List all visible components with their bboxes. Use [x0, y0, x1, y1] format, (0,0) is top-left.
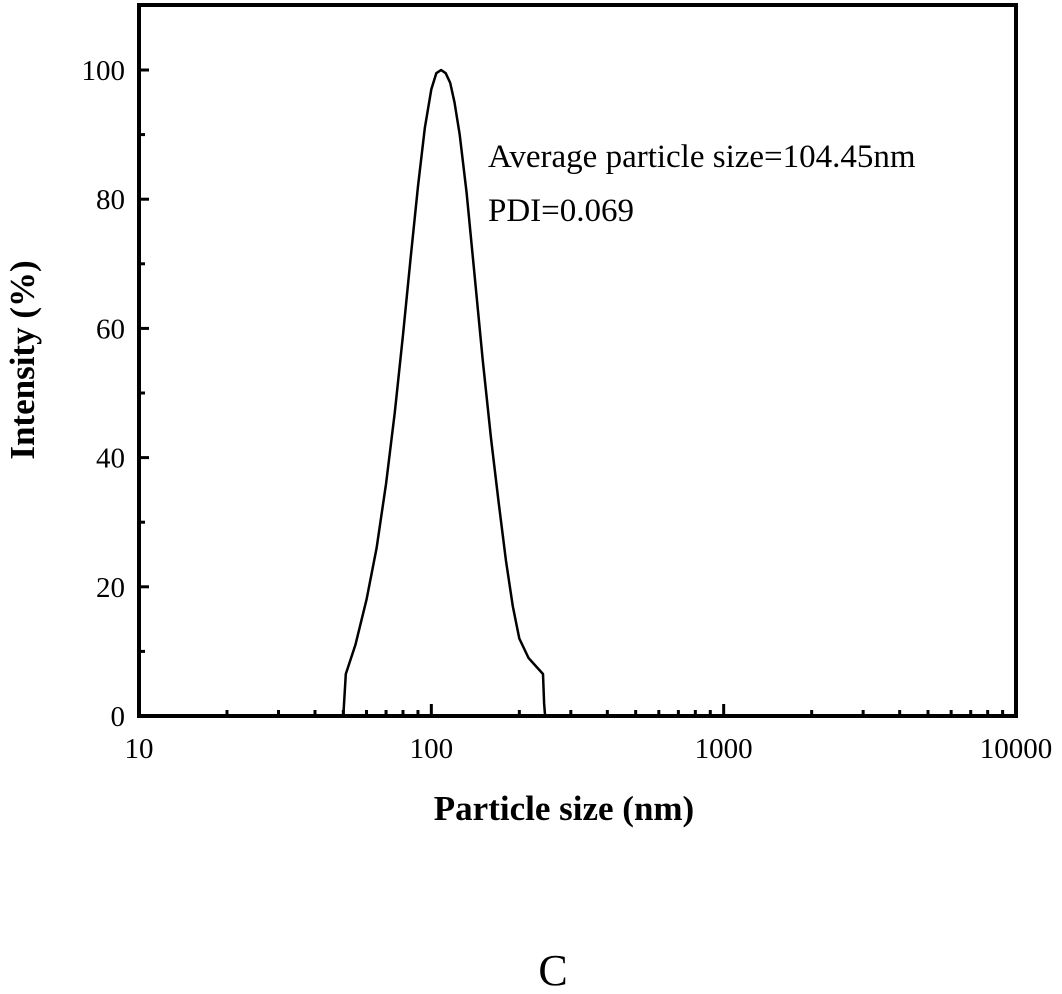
y-tick-label: 100 [82, 55, 126, 87]
panel-label: C [538, 946, 567, 994]
y-axis-title: Intensity (%) [3, 260, 42, 459]
size-distribution-curve [342, 68, 547, 717]
x-tick-label: 100 [410, 733, 454, 765]
average-size-annotation: Average particle size=104.45nm [488, 139, 916, 175]
axis-tick-labels: 10 100 1000 10000 0 20 40 60 80 100 [82, 55, 1053, 765]
x-axis-title: Particle size (nm) [434, 789, 694, 828]
y-tick-label: 20 [96, 572, 125, 604]
x-tick-label: 10000 [980, 733, 1053, 765]
pdi-annotation: PDI=0.069 [488, 193, 634, 229]
y-tick-label: 0 [111, 701, 126, 733]
y-tick-label: 60 [96, 313, 125, 345]
y-tick-label: 40 [96, 443, 125, 475]
x-tick-label: 1000 [695, 733, 753, 765]
x-tick-label: 10 [125, 733, 154, 765]
y-tick-label: 80 [96, 184, 125, 216]
plot-frame [137, 3, 1018, 718]
axis-ticks [137, 68, 1018, 718]
